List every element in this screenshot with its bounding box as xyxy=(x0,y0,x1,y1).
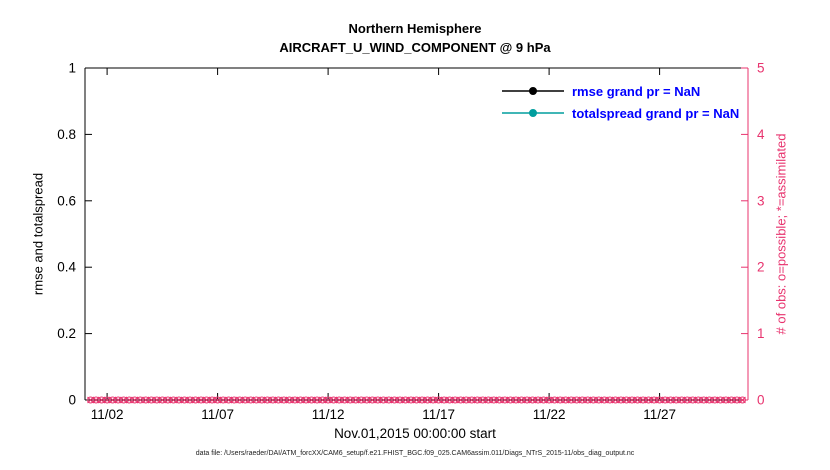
right-tick-label: 0 xyxy=(757,393,765,408)
left-tick-label: 1 xyxy=(68,61,76,76)
right-axis-ticks: 0 1 2 3 4 5 xyxy=(741,61,765,408)
x-tick-label: 11/02 xyxy=(91,407,124,422)
x-tick-label: 11/12 xyxy=(312,407,345,422)
legend-samples xyxy=(502,87,564,117)
left-axis-ticks: 0 0.2 0.4 0.6 0.8 1 xyxy=(57,61,92,408)
left-axis-label: rmse and totalspread xyxy=(30,172,46,296)
legend-entry-rmse: rmse grand pr = NaN xyxy=(572,84,701,99)
legend-marker-0 xyxy=(529,87,537,95)
data-file-path: data file: /Users/raeder/DAI/ATM_forcXX/… xyxy=(195,450,635,457)
x-axis-ticks: 11/02 11/07 11/12 11/17 11/22 11/27 xyxy=(91,68,676,422)
x-tick-label: 11/22 xyxy=(533,407,566,422)
legend-marker-1 xyxy=(529,109,537,117)
chart-subtitle: AIRCRAFT_U_WIND_COMPONENT @ 9 hPa xyxy=(279,40,551,55)
x-tick-label: 11/17 xyxy=(422,407,455,422)
right-tick-label: 4 xyxy=(757,127,765,142)
right-tick-label: 2 xyxy=(757,260,765,275)
x-axis-label: Nov.01,2015 00:00:00 start xyxy=(334,426,496,441)
x-tick-label: 11/27 xyxy=(643,407,676,422)
chart-title: Northern Hemisphere xyxy=(348,21,482,36)
right-tick-label: 5 xyxy=(757,61,765,76)
x-tick-label: 11/07 xyxy=(201,407,234,422)
legend-entry-totalspread: totalspread grand pr = NaN xyxy=(572,106,740,121)
right-axis-label: # of obs: o=possible; *=assimilated xyxy=(773,133,789,335)
right-tick-label: 1 xyxy=(757,326,765,341)
obs-markers-possible_obs xyxy=(87,396,746,404)
left-tick-label: 0 xyxy=(68,393,76,408)
left-tick-label: 0.2 xyxy=(57,326,76,341)
left-tick-label: 0.6 xyxy=(57,193,76,208)
left-tick-label: 0.4 xyxy=(57,260,76,275)
obs-markers-assimilated_obs xyxy=(87,396,746,404)
right-tick-label: 3 xyxy=(757,193,765,208)
left-tick-label: 0.8 xyxy=(57,127,76,142)
